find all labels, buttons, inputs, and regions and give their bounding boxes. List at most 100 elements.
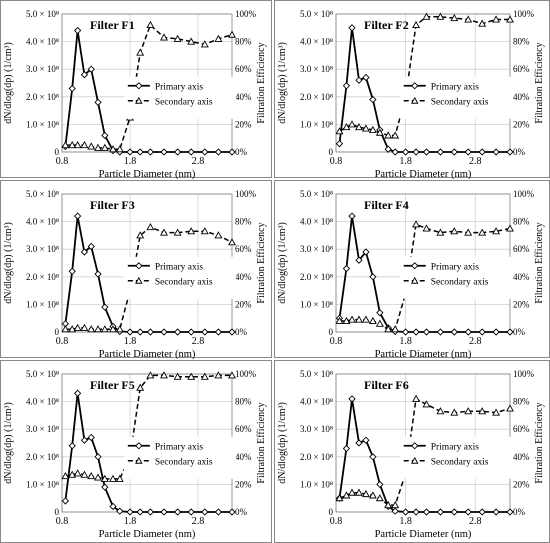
secondary-point [450, 227, 459, 235]
y-tick-label: 4.0 × 10⁸ [300, 217, 333, 227]
secondary-point [187, 37, 196, 45]
secondary-point [61, 140, 70, 149]
y2-tick-label: 100% [513, 9, 535, 19]
secondary-point [187, 372, 196, 380]
secondary-point [355, 315, 363, 323]
chart-panel: 0 1.0 × 10⁸ 2.0 × 10⁸ 3.0 × 10⁸ 4.0 × 10⁸ 5.0… [0, 180, 272, 360]
y2-axis-label: Filtration Efficiency [534, 402, 545, 483]
legend-primary-label: Primary axis [155, 262, 204, 272]
secondary-point [422, 12, 431, 20]
primary-point [450, 508, 458, 516]
primary-point [228, 148, 236, 156]
secondary-point [136, 231, 145, 239]
primary-point [464, 148, 472, 156]
y2-tick-label: 100% [235, 9, 257, 19]
legend-secondary-marker [135, 276, 143, 284]
y2-tick-label: 100% [235, 189, 257, 199]
y2-axis-label: Filtration Efficiency [256, 42, 267, 123]
primary-point [126, 508, 134, 516]
primary-point [68, 442, 76, 450]
y-tick-label: 1.0 × 10⁸ [300, 299, 333, 309]
secondary-point [109, 474, 117, 482]
secondary-point [214, 371, 223, 379]
x-tick-label: 2.8 [192, 516, 205, 527]
secondary-point [61, 325, 70, 333]
primary-point [187, 508, 195, 516]
x-tick-label: 1.8 [399, 516, 412, 527]
y2-tick-label: 20% [235, 479, 252, 489]
primary-point [94, 98, 102, 106]
secondary-point [391, 500, 400, 509]
secondary-point [348, 488, 356, 496]
y2-tick-label: 40% [235, 272, 252, 282]
primary-point [348, 395, 356, 403]
primary-point [61, 497, 70, 505]
y-tick-label: 4.0 × 10⁸ [26, 37, 59, 47]
secondary-point [73, 469, 82, 477]
legend-primary-marker [411, 262, 419, 270]
y-tick-label: 2.0 × 10⁸ [300, 272, 333, 282]
primary-point [126, 328, 134, 336]
legend-secondary-label: Secondary axis [431, 457, 489, 467]
primary-point [80, 436, 89, 444]
y2-tick-label: 0% [235, 507, 248, 517]
secondary-point [146, 222, 155, 231]
primary-point [464, 508, 472, 516]
secondary-point [335, 127, 344, 135]
secondary-point [146, 371, 155, 379]
chart-panel: 0 1.0 × 10⁸ 2.0 × 10⁸ 3.0 × 10⁸ 4.0 × 10⁸ 5.0… [0, 0, 272, 180]
secondary-point [160, 228, 168, 236]
y2-tick-label: 40% [513, 92, 530, 102]
primary-point [436, 508, 445, 516]
legend-primary-marker [135, 262, 143, 270]
secondary-point [100, 474, 109, 482]
y-tick-label: 2.0 × 10⁸ [26, 452, 59, 462]
y2-axis-label: Filtration Efficiency [256, 222, 267, 303]
primary-point [450, 148, 458, 156]
x-tick-label: 2.8 [469, 156, 482, 167]
secondary-point [478, 228, 487, 236]
primary-point [160, 148, 168, 156]
y-tick-label: 2.0 × 10⁸ [26, 272, 59, 282]
primary-point [173, 148, 182, 156]
legend-secondary-label: Secondary axis [431, 277, 489, 287]
x-tick-label: 0.8 [56, 156, 69, 167]
secondary-point [87, 142, 96, 150]
secondary-point [412, 220, 421, 228]
legend-primary-marker [411, 442, 419, 450]
x-tick-label: 0.8 [330, 156, 343, 167]
secondary-point [68, 325, 77, 333]
primary-point [412, 508, 420, 516]
secondary-point [80, 323, 89, 331]
x-tick-label: 2.8 [469, 516, 482, 527]
primary-point [335, 140, 344, 148]
y2-tick-label: 100% [513, 189, 535, 199]
y2-tick-label: 40% [513, 272, 530, 282]
primary-point [401, 508, 410, 516]
primary-point [187, 148, 195, 156]
y2-tick-label: 60% [235, 64, 252, 74]
primary-point [478, 508, 486, 516]
primary-point [136, 148, 144, 156]
secondary-point [335, 494, 344, 502]
secondary-point [375, 319, 384, 327]
secondary-point [68, 140, 77, 149]
secondary-point [115, 145, 124, 153]
y2-tick-label: 20% [235, 299, 252, 309]
primary-point [376, 309, 384, 317]
legend-primary-label: Primary axis [155, 82, 204, 92]
primary-point [362, 248, 370, 256]
legend-primary-marker [135, 82, 143, 90]
y2-tick-label: 100% [513, 369, 535, 379]
x-tick-label: 2.8 [469, 336, 482, 347]
y-tick-label: 0 [55, 507, 60, 517]
primary-point [362, 436, 370, 444]
chart-title: Filter F6 [364, 378, 409, 392]
y-axis-label: dN/dlog(dp) (1/cm³) [277, 402, 288, 484]
legend-secondary-label: Secondary axis [155, 97, 213, 107]
y2-tick-label: 80% [235, 37, 252, 47]
primary-point [369, 95, 377, 104]
x-tick-label: 0.8 [56, 336, 69, 347]
secondary-point [506, 404, 514, 412]
y2-axis-label: Filtration Efficiency [534, 42, 545, 123]
